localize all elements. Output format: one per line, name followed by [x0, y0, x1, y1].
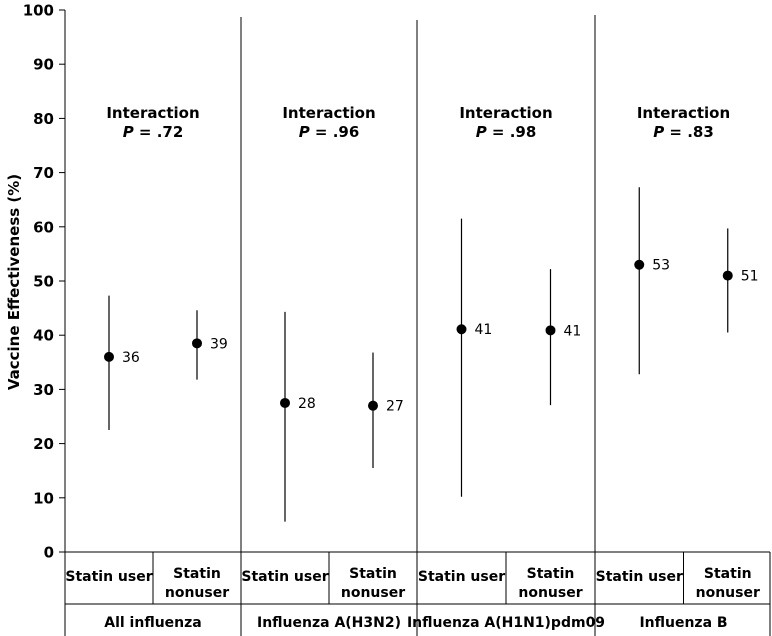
group-label: Influenza A(H1N1)pdm09: [407, 615, 605, 631]
p-value-text: = .96: [310, 123, 360, 141]
subgroup-label: Statin user: [65, 569, 152, 585]
y-tick-label: 60: [33, 218, 54, 236]
group-label: All influenza: [104, 615, 201, 631]
y-tick-label: 30: [33, 381, 54, 399]
subgroup-label-line2: nonuser: [518, 585, 582, 601]
point-estimate: [368, 400, 378, 411]
interaction-label: Interaction: [106, 104, 199, 122]
value-label: 36: [122, 350, 140, 366]
point-estimate: [104, 351, 114, 362]
interaction-p-value: P = .98: [476, 123, 537, 141]
value-label: 27: [386, 399, 404, 415]
p-symbol: P: [653, 123, 664, 141]
value-label: 28: [298, 396, 316, 412]
chart-marks: 36 39 28 27 41 41 53 51: [104, 187, 759, 522]
point-estimate: [545, 325, 556, 336]
subgroup-label-line1: Statin: [704, 566, 752, 582]
p-value-text: = .98: [487, 123, 537, 141]
interaction-label: Interaction: [459, 104, 552, 122]
interaction-p-value: P = .83: [653, 123, 714, 141]
point-estimate: [456, 324, 467, 335]
value-label: 51: [741, 269, 759, 285]
y-tick-label: 90: [33, 56, 54, 74]
p-symbol: P: [123, 123, 134, 141]
interaction-p-value: P = .72: [123, 123, 184, 141]
subgroup-label: Statin user: [418, 569, 505, 585]
subgroup-label-line1: Statin: [349, 566, 397, 582]
subgroup-label-line2: nonuser: [696, 585, 760, 601]
y-tick-label: 20: [33, 435, 54, 453]
y-tick-label: 40: [33, 327, 54, 345]
y-tick-label: 10: [33, 489, 54, 507]
value-label: 53: [652, 258, 670, 274]
y-tick-label: 100: [23, 2, 54, 20]
subgroup-label-line1: Statin: [527, 566, 575, 582]
subgroup-label-line1: Statin: [173, 566, 221, 582]
point-estimate: [722, 270, 733, 281]
subgroup-label: Statin user: [241, 569, 328, 585]
point-estimate: [192, 338, 202, 349]
group-label: Influenza B: [639, 615, 727, 631]
y-tick-label: 0: [44, 544, 54, 562]
y-axis-label: Vaccine Effectiveness (%): [5, 174, 23, 390]
p-symbol: P: [299, 123, 310, 141]
subgroup-label: Statin user: [596, 569, 683, 585]
value-label: 41: [475, 322, 493, 338]
subgroup-label-line2: nonuser: [165, 585, 229, 601]
point-estimate: [280, 397, 290, 408]
group-label: Influenza A(H3N2): [257, 615, 401, 631]
value-label: 39: [210, 336, 228, 352]
p-value-text: = .72: [134, 123, 184, 141]
interaction-label: Interaction: [282, 104, 375, 122]
interaction-label: Interaction: [637, 104, 730, 122]
y-tick-label: 80: [33, 110, 54, 128]
y-tick-label: 70: [33, 164, 54, 182]
y-tick-label: 50: [33, 273, 54, 291]
interaction-p-value: P = .96: [299, 123, 360, 141]
axes: 0 10 20 30 40 50 60 70 80 90 100: [23, 2, 771, 636]
value-label: 41: [564, 323, 582, 339]
p-value-text: = .83: [664, 123, 714, 141]
p-symbol: P: [476, 123, 487, 141]
point-estimate: [634, 259, 645, 270]
subgroup-label-line2: nonuser: [341, 585, 405, 601]
